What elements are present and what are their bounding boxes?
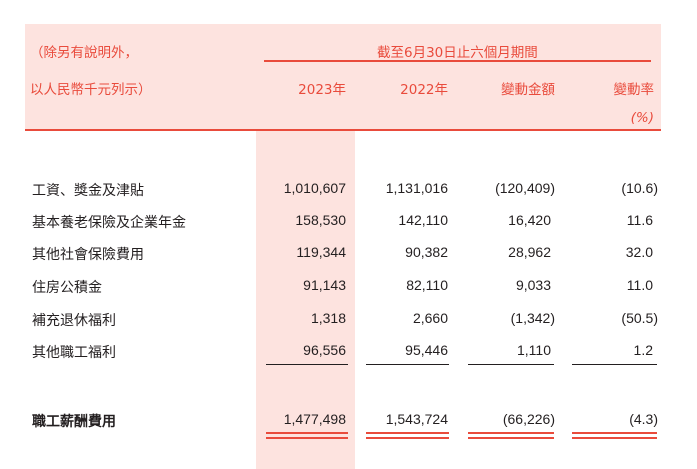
row-change-value: (1,342): [510, 310, 555, 326]
row-2022-value: 95,446: [405, 342, 448, 358]
total-label: 職工薪酬費用: [32, 414, 116, 430]
total-double-rule-2023: [266, 432, 348, 439]
row-2023-value: 91,143: [303, 277, 346, 293]
row-rate-value: 11.0: [626, 277, 653, 293]
header-background: [25, 24, 661, 130]
row-rate-value: 1.2: [633, 342, 653, 358]
row-2023-value: 96,556: [303, 342, 346, 358]
row-change-value: 9,033: [515, 277, 551, 293]
row-2022-value: 2,660: [412, 310, 448, 326]
row-change-value: 16,420: [508, 212, 551, 228]
row-label: 工資、獎金及津貼: [32, 183, 144, 199]
row-2022-value: 82,110: [406, 277, 448, 293]
row-label: 補充退休福利: [32, 313, 116, 329]
subtotal-rule-2023: [266, 364, 348, 365]
current-year-column-highlight: [256, 130, 355, 469]
total-double-rule-2022: [366, 432, 449, 439]
row-2023-value: 119,344: [296, 244, 346, 260]
note-line-1: （除另有說明外，: [30, 45, 138, 61]
column-header-change: 變動金額: [501, 82, 555, 98]
row-rate-value: (50.5): [621, 310, 658, 326]
row-2022-value: 90,382: [405, 244, 448, 260]
row-rate-value: 32.0: [625, 244, 653, 260]
column-header-rate: 變動率: [613, 82, 655, 98]
row-label: 其他社會保險費用: [32, 247, 144, 263]
total-change-value: (66,226): [502, 411, 555, 427]
column-header-2022: 2022年: [400, 82, 448, 98]
row-label: 基本養老保險及企業年金: [32, 215, 186, 231]
subtotal-rule-change: [468, 364, 554, 365]
rate-unit: (%): [630, 110, 654, 126]
row-label: 住房公積金: [32, 280, 102, 296]
period-underline: [264, 60, 651, 62]
row-change-value: 28,962: [508, 244, 551, 260]
row-rate-value: (10.6): [621, 180, 658, 196]
total-double-rule-rate: [572, 432, 657, 439]
subtotal-rule-2022: [366, 364, 449, 365]
row-change-value: (120,409): [495, 180, 555, 196]
period-heading: 截至6月30日止六個月期間: [377, 45, 538, 61]
total-rate-value: (4.3): [629, 411, 658, 427]
row-2022-value: 1,131,016: [385, 180, 448, 196]
note-line-2: 以人民幣千元列示）: [30, 82, 152, 98]
row-change-value: 1,110: [517, 342, 551, 358]
total-2022-value: 1,543,724: [385, 411, 448, 427]
total-double-rule-change: [468, 432, 554, 439]
total-2023-value: 1,477,498: [283, 411, 346, 427]
row-label: 其他職工福利: [32, 345, 116, 361]
row-2023-value: 1,010,607: [283, 180, 346, 196]
row-2023-value: 158,530: [295, 212, 346, 228]
row-rate-value: 11.6: [626, 212, 653, 228]
row-2023-value: 1,318: [310, 310, 346, 326]
header-bottom-rule: [25, 129, 661, 131]
subtotal-rule-rate: [572, 364, 657, 365]
row-2022-value: 142,110: [398, 212, 448, 228]
column-header-2023: 2023年: [298, 82, 346, 98]
